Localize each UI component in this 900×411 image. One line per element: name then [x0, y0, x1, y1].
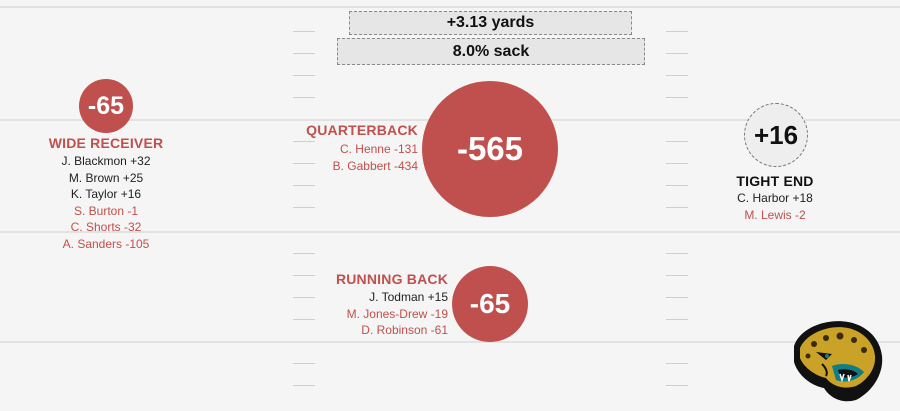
te-player-row: C. Harbor +18: [737, 191, 813, 205]
rb-player-row: J. Todman +15: [369, 290, 448, 304]
hash-mark: [666, 363, 688, 364]
hash-mark: [666, 53, 688, 54]
hash-mark: [666, 253, 688, 254]
hash-mark: [293, 141, 315, 142]
qb-player-row: B. Gabbert -434: [332, 158, 418, 173]
wr-player-row: K. Taylor +16: [70, 187, 142, 201]
hash-mark: [293, 385, 315, 386]
hash-mark: [293, 319, 315, 320]
yards-per-play-box: +3.13 yards: [349, 11, 632, 35]
rb-title: RUNNING BACK: [335, 271, 448, 287]
sack-rate-value: 8.0% sack: [452, 42, 530, 60]
yard-line: [0, 231, 900, 233]
qb-total-circle: -565: [422, 81, 558, 217]
hash-mark: [666, 141, 688, 142]
rb-player-row: D. Robinson -61: [361, 323, 448, 337]
hash-mark: [666, 97, 688, 98]
hash-mark: [666, 185, 688, 186]
hash-mark: [666, 31, 688, 32]
qb-player-list: C. Henne -131 B. Gabbert -434: [290, 141, 418, 174]
hash-mark: [293, 207, 315, 208]
wr-total-circle: -65: [79, 79, 133, 133]
hash-mark: [293, 53, 315, 54]
hash-mark: [666, 163, 688, 164]
hash-mark: [666, 75, 688, 76]
wr-player-list: J. Blackmon +32 M. Brown +25 K. Taylor +16…: [26, 153, 186, 252]
hash-mark: [293, 75, 315, 76]
hash-mark: [293, 185, 315, 186]
hash-mark: [293, 97, 315, 98]
wr-player-row: C. Shorts -32: [70, 220, 142, 234]
qb-title: QUARTERBACK: [306, 122, 418, 138]
hash-mark: [666, 275, 688, 276]
rb-player-list: J. Todman +15 M. Jones-Drew -19 D. Robinso…: [300, 289, 448, 339]
wr-player-row: S. Burton -1: [73, 203, 139, 218]
hash-mark: [293, 253, 315, 254]
yard-line: [0, 6, 900, 8]
hash-mark: [293, 363, 315, 364]
wr-player-row: M. Brown +25: [68, 170, 144, 185]
yard-line: [0, 341, 900, 343]
qb-total-value: -565: [456, 130, 524, 167]
hash-mark: [293, 163, 315, 164]
hash-mark: [666, 319, 688, 320]
yards-per-play-value: +3.13 yards: [446, 14, 535, 31]
qb-player-row: C. Henne -131: [339, 142, 418, 156]
te-total-value: +16: [753, 119, 799, 150]
hash-mark: [293, 275, 315, 276]
te-player-row: M. Lewis -2: [744, 207, 806, 222]
jaguar-logo-icon: [794, 321, 883, 402]
hash-mark: [666, 385, 688, 386]
wr-player-row: J. Blackmon +32: [61, 154, 151, 168]
sack-rate-box: 8.0% sack: [337, 38, 645, 65]
te-total-circle: +16: [744, 103, 808, 167]
hash-mark: [666, 207, 688, 208]
wr-total-value: -65: [87, 91, 125, 120]
te-player-list: C. Harbor +18 M. Lewis -2: [705, 190, 845, 223]
hash-mark: [293, 297, 315, 298]
hash-mark: [293, 31, 315, 32]
rb-total-circle: -65: [452, 266, 528, 342]
hash-mark: [666, 297, 688, 298]
rb-player-row: M. Jones-Drew -19: [346, 306, 448, 321]
wr-player-row: A. Sanders -105: [62, 236, 150, 251]
te-title: TIGHT END: [736, 173, 814, 189]
rb-total-value: -65: [469, 288, 511, 319]
wr-title: WIDE RECEIVER: [48, 135, 164, 151]
